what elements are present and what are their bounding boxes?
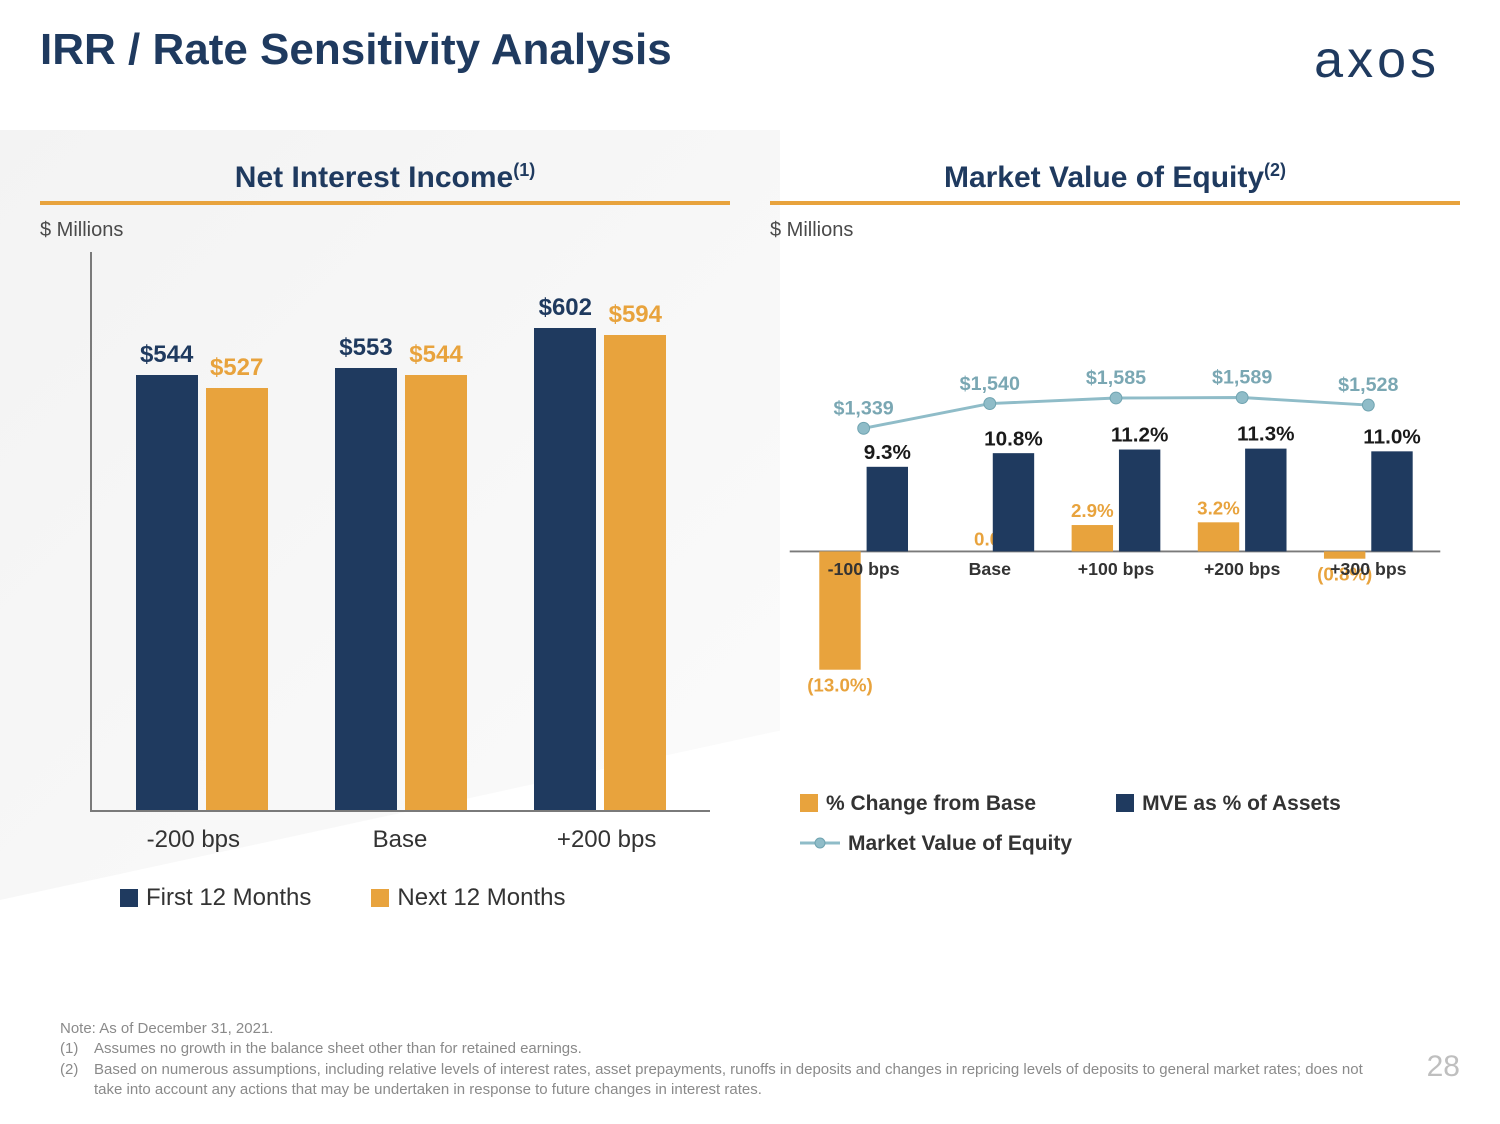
bar: $544: [136, 375, 198, 810]
svg-text:+300 bps: +300 bps: [1330, 559, 1407, 579]
legend-text-next-12: Next 12 Months: [397, 884, 565, 911]
legend-line-mve: Market Value of Equity: [800, 832, 1072, 856]
orange-rule: [40, 201, 730, 205]
svg-text:2.9%: 2.9%: [1071, 500, 1114, 521]
right-chart-title-sup: (2): [1264, 160, 1286, 180]
page-number: 28: [1427, 1050, 1460, 1084]
footnote-1-text: Assumes no growth in the balance sheet o…: [94, 1039, 582, 1059]
right-legend: % Change from Base MVE as % of Assets Ma…: [800, 792, 1460, 856]
right-y-label: $ Millions: [770, 219, 1460, 242]
swatch-navy: [1116, 794, 1134, 812]
bar-group: $553$544: [311, 368, 490, 810]
right-chart-title-text: Market Value of Equity: [944, 161, 1264, 194]
x-axis-label: -200 bps: [100, 826, 286, 854]
left-panel: Net Interest Income(1) $ Millions $544$5…: [40, 160, 730, 964]
footnote-2-text: Based on numerous assumptions, including…: [94, 1060, 1380, 1101]
svg-text:$1,585: $1,585: [1086, 367, 1146, 389]
svg-text:11.2%: 11.2%: [1111, 424, 1169, 447]
swatch-orange: [800, 794, 818, 812]
svg-text:+100 bps: +100 bps: [1078, 559, 1155, 579]
legend-text-first-12: First 12 Months: [146, 884, 311, 911]
right-plot: (13.0%)9.3%-100 bps$1,3390.0%10.8%Base$1…: [770, 252, 1460, 772]
page-title: IRR / Rate Sensitivity Analysis: [40, 25, 672, 75]
legend-next-12: Next 12 Months: [371, 884, 565, 912]
charts-container: Net Interest Income(1) $ Millions $544$5…: [40, 160, 1460, 964]
svg-text:$1,589: $1,589: [1212, 367, 1272, 389]
footnote-date: Note: As of December 31, 2021.: [60, 1019, 1380, 1039]
svg-text:3.2%: 3.2%: [1197, 497, 1240, 518]
left-plot: $544$527$553$544$602$594: [90, 252, 710, 812]
bar: $594: [604, 335, 666, 810]
legend-text-line-mve: Market Value of Equity: [848, 832, 1072, 855]
svg-text:(13.0%): (13.0%): [807, 674, 873, 695]
bar: $553: [335, 368, 397, 810]
footnote-1-num: (1): [60, 1039, 94, 1059]
legend-mve-pct: MVE as % of Assets: [1116, 792, 1341, 816]
left-chart-title-text: Net Interest Income: [235, 161, 513, 194]
svg-text:Base: Base: [969, 559, 1012, 579]
svg-text:11.0%: 11.0%: [1363, 425, 1421, 448]
orange-rule: [770, 201, 1460, 205]
svg-text:-100 bps: -100 bps: [828, 559, 900, 579]
swatch-navy: [120, 889, 138, 907]
svg-text:$1,528: $1,528: [1338, 374, 1398, 396]
bar-group: $544$527: [112, 375, 291, 810]
legend-pct-change: % Change from Base: [800, 792, 1036, 816]
left-legend: First 12 Months Next 12 Months: [120, 884, 730, 912]
left-chart-title-sup: (1): [513, 160, 535, 180]
bar: $544: [405, 375, 467, 810]
x-axis-label: Base: [307, 826, 493, 854]
bar-group: $602$594: [511, 328, 690, 810]
svg-text:+200 bps: +200 bps: [1204, 559, 1281, 579]
bar: $527: [206, 388, 268, 810]
svg-text:11.3%: 11.3%: [1237, 423, 1295, 446]
x-axis-label: +200 bps: [514, 826, 700, 854]
left-x-labels: -200 bps Base +200 bps: [90, 826, 710, 854]
logo: axos: [1314, 30, 1440, 90]
bar: $602: [534, 328, 596, 810]
left-y-label: $ Millions: [40, 219, 730, 242]
footnotes: Note: As of December 31, 2021. (1) Assum…: [60, 1019, 1380, 1100]
right-chart-title: Market Value of Equity(2): [770, 160, 1460, 201]
footnote-2-num: (2): [60, 1060, 94, 1101]
svg-text:9.3%: 9.3%: [864, 441, 911, 464]
right-panel: Market Value of Equity(2) $ Millions (13…: [770, 160, 1460, 964]
swatch-orange: [371, 889, 389, 907]
svg-text:$1,339: $1,339: [834, 398, 894, 420]
left-chart-title: Net Interest Income(1): [40, 160, 730, 201]
legend-first-12: First 12 Months: [120, 884, 311, 912]
legend-text-mve-pct: MVE as % of Assets: [1142, 792, 1341, 815]
svg-text:$1,540: $1,540: [960, 373, 1020, 395]
bar-value-label: $544: [356, 341, 516, 369]
legend-text-pct-change: % Change from Base: [826, 792, 1036, 815]
line-swatch: [800, 836, 840, 850]
bar-value-label: $594: [555, 301, 715, 329]
svg-text:10.8%: 10.8%: [984, 427, 1043, 450]
